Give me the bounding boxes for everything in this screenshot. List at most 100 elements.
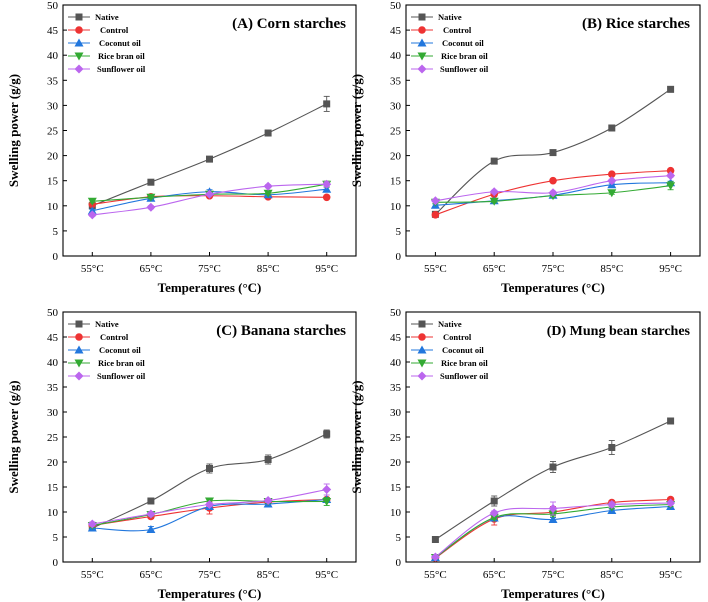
y-tick-label: 50 — [390, 0, 402, 12]
data-point — [667, 417, 675, 425]
legend-label: Rice bran oil — [441, 358, 488, 368]
x-tick-label: 75°C — [198, 263, 221, 275]
series-native — [431, 417, 675, 543]
y-tick-label: 25 — [47, 126, 59, 138]
data-point — [666, 182, 676, 191]
data-point — [263, 181, 273, 191]
data-point — [147, 497, 155, 505]
data-point — [87, 519, 97, 529]
legend-label: Native — [438, 12, 462, 22]
y-axis-title: Swelling power (g/g) — [349, 74, 364, 187]
data-point — [549, 463, 557, 471]
data-point — [608, 444, 616, 451]
x-tick-label: 85°C — [600, 263, 623, 275]
x-axis-title: Temperatures (°C) — [158, 586, 262, 601]
y-tick-label: 20 — [390, 457, 402, 469]
legend-entry-control: Control — [68, 332, 129, 342]
legend-marker — [74, 38, 84, 47]
chart-panel-3: 0 5 10 15 20 25 30 35 40 45 50 55°C 65°C 75°C 85°C 95°C… — [6, 307, 357, 601]
y-tick-label: 30 — [390, 100, 402, 112]
y-tick-label: 50 — [47, 0, 59, 12]
legend-entry-rice_bran: Rice bran oil — [68, 358, 145, 368]
data-point — [322, 184, 332, 193]
y-tick-label: 0 — [53, 557, 59, 569]
data-point — [607, 500, 617, 509]
y-tick-label: 10 — [47, 507, 59, 519]
legend-label: Coconut oil — [99, 38, 141, 48]
data-point — [489, 197, 499, 206]
x-tick-label: 85°C — [257, 263, 280, 275]
legend: Native Control Coconut oil Rice bran oil Sun… — [68, 12, 146, 74]
data-point — [323, 100, 331, 108]
y-tick-label: 45 — [47, 25, 59, 37]
legend-entry-sunflower: Sunflower oil — [68, 64, 146, 74]
legend-marker — [74, 359, 84, 368]
legend-label: Sunflower oil — [97, 64, 146, 74]
y-tick-label: 15 — [47, 482, 59, 494]
data-point — [430, 196, 440, 206]
legend-label: Sunflower oil — [97, 371, 146, 381]
x-tick-label: 75°C — [542, 569, 565, 581]
y-tick-label: 35 — [390, 382, 402, 394]
x-tick-label: 95°C — [315, 263, 338, 275]
y-tick-label: 40 — [47, 50, 59, 62]
legend-entry-sunflower: Sunflower oil — [411, 371, 489, 381]
series-control — [431, 166, 675, 219]
legend-entry-rice_bran: Rice bran oil — [411, 358, 488, 368]
series-native — [88, 429, 331, 532]
data-point — [608, 170, 616, 178]
legend-marker — [417, 359, 427, 368]
x-tick-label: 55°C — [424, 569, 447, 581]
data-point — [548, 515, 558, 523]
y-tick-label: 30 — [47, 407, 59, 419]
data-point — [549, 176, 557, 185]
x-tick-label: 85°C — [600, 569, 623, 581]
y-tick-label: 25 — [390, 432, 402, 444]
data-point — [264, 129, 272, 137]
series-sunflower — [87, 483, 332, 529]
data-point — [489, 514, 499, 522]
legend-label: Native — [95, 12, 119, 22]
data-point — [206, 155, 213, 163]
data-point — [667, 85, 675, 93]
legend-label: Sunflower oil — [440, 64, 489, 74]
x-tick-label: 55°C — [424, 263, 447, 275]
series-sunflower — [430, 171, 676, 206]
legend-entry-sunflower: Sunflower oil — [68, 371, 146, 381]
y-tick-label: 20 — [390, 151, 402, 163]
y-tick-label: 10 — [390, 201, 402, 213]
data-point — [490, 497, 498, 505]
legend-entry-rice_bran: Rice bran oil — [68, 51, 145, 61]
x-tick-label: 65°C — [140, 569, 163, 581]
chart-panel-2: 0 5 10 15 20 25 30 35 40 45 50 55°C 65°C 75°C 85°C 95°C… — [349, 0, 701, 295]
data-point — [489, 187, 499, 197]
x-tick-label: 75°C — [542, 263, 565, 275]
x-tick-label: 95°C — [315, 569, 338, 581]
data-point — [431, 536, 439, 543]
data-point — [87, 206, 97, 215]
y-tick-label: 10 — [47, 201, 59, 213]
y-tick-label: 35 — [390, 75, 402, 87]
legend-marker — [75, 333, 83, 341]
legend-entry-rice_bran: Rice bran oil — [411, 51, 488, 61]
y-tick-label: 50 — [390, 307, 402, 319]
y-tick-label: 40 — [390, 50, 402, 62]
y-tick-label: 5 — [53, 226, 59, 238]
x-axis-title: Temperatures (°C) — [158, 280, 262, 295]
y-tick-label: 45 — [390, 25, 402, 37]
data-point — [146, 509, 156, 519]
y-tick-label: 20 — [47, 151, 59, 163]
x-tick-label: 65°C — [140, 263, 163, 275]
legend-entry-control: Control — [411, 25, 472, 35]
data-point — [431, 211, 440, 219]
legend-entry-native: Native — [411, 12, 462, 22]
data-point — [489, 508, 499, 518]
data-point — [666, 171, 676, 181]
y-tick-label: 50 — [47, 307, 59, 319]
data-point — [322, 498, 332, 506]
data-point — [607, 176, 617, 186]
panel-title: (B) Rice starches — [582, 16, 690, 32]
legend-label: Control — [100, 332, 129, 342]
legend-entry-coconut: Coconut oil — [411, 345, 484, 355]
